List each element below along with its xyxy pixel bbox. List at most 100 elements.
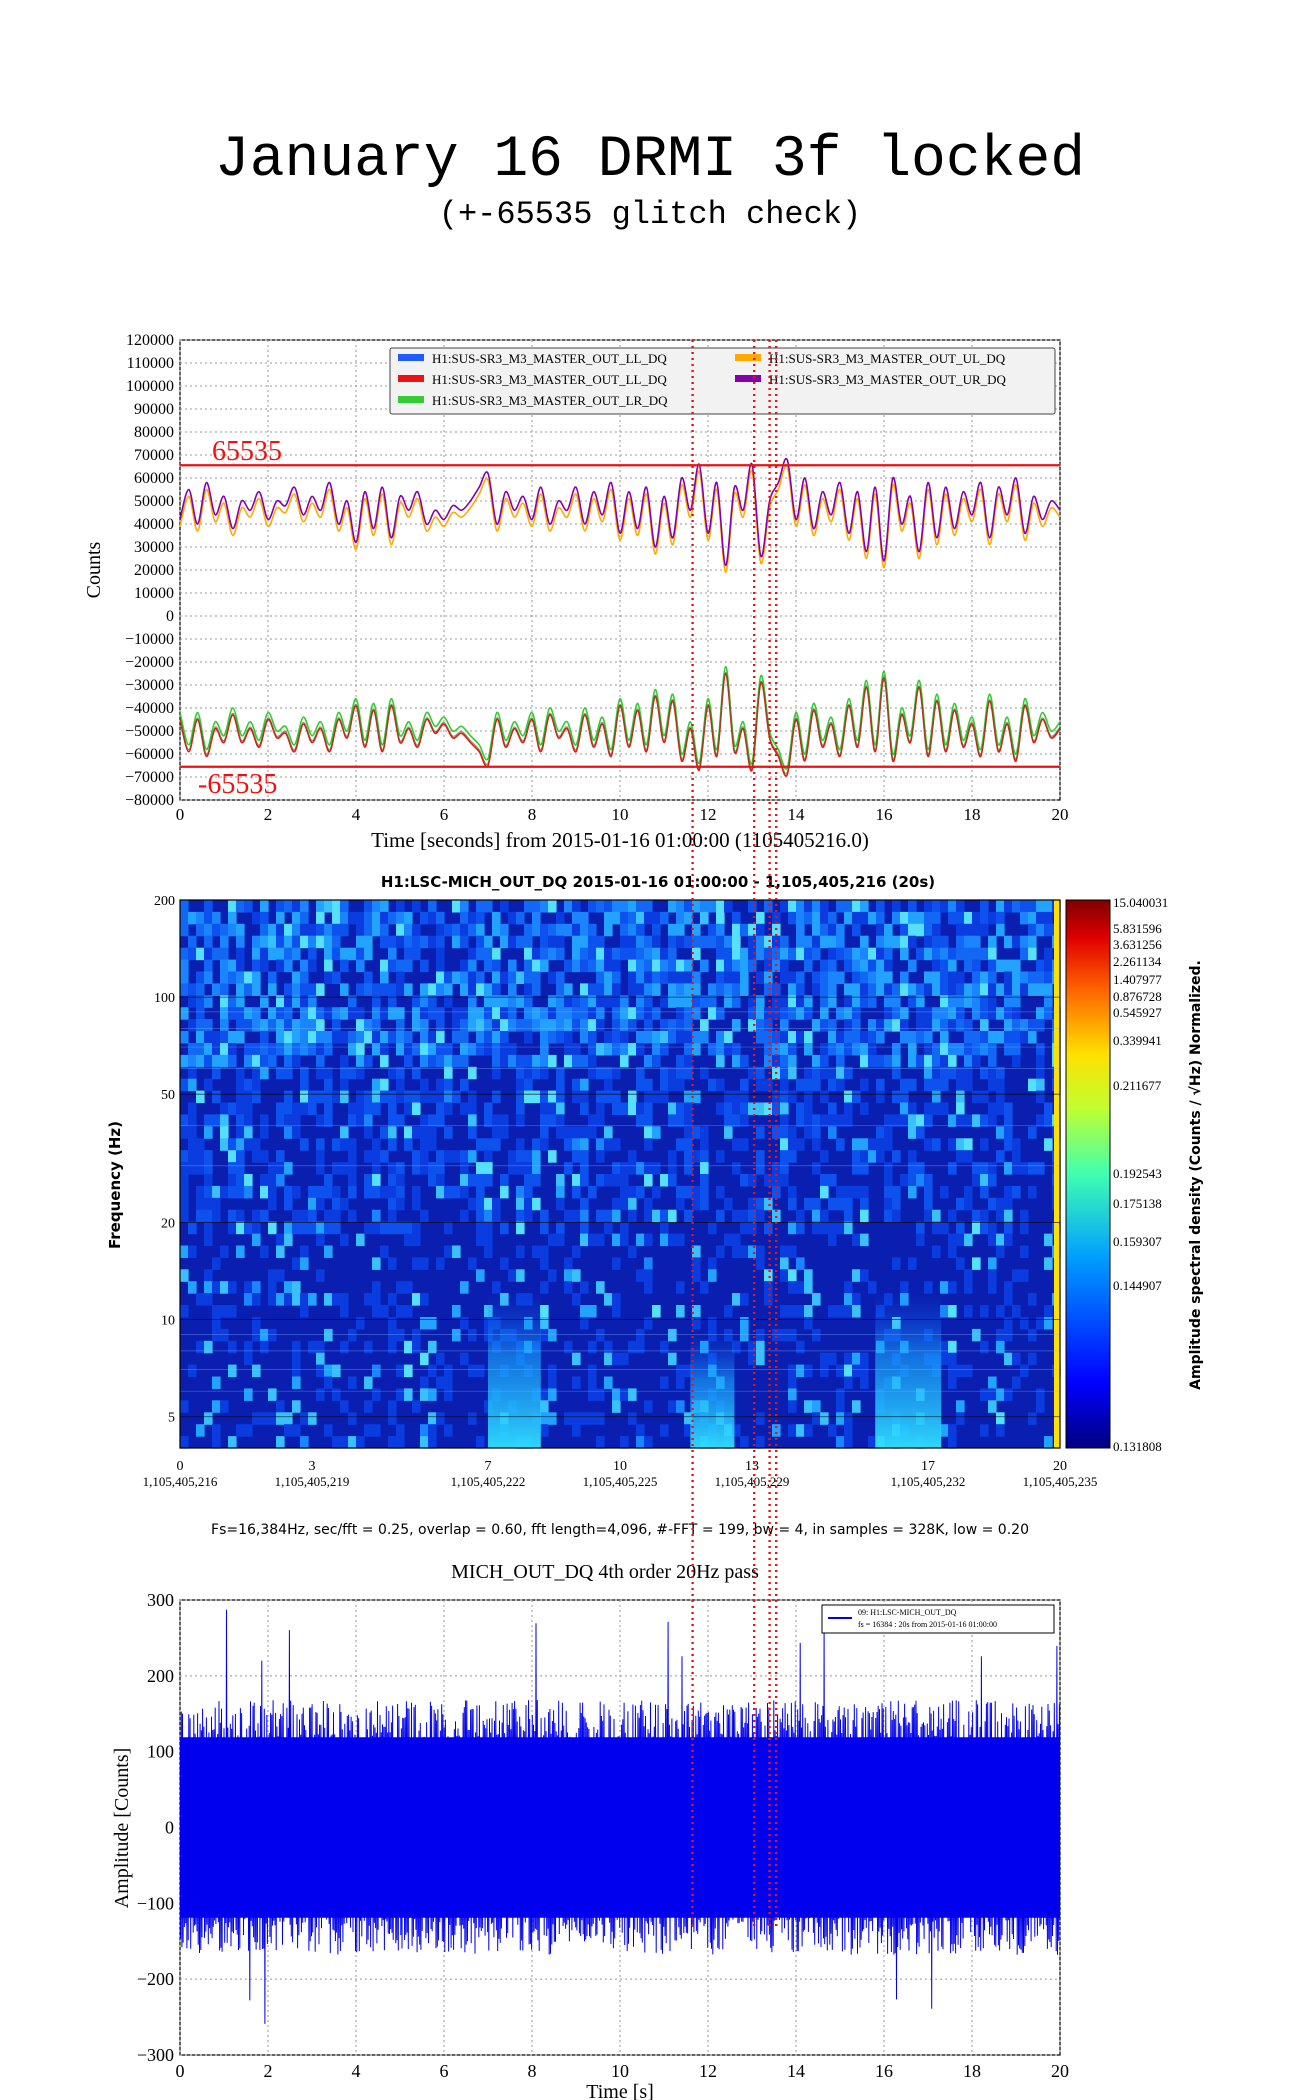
- spectrogram-cell: [348, 1162, 357, 1175]
- spectrogram-cell: [540, 1388, 549, 1401]
- spectrogram-cell: [860, 995, 869, 1008]
- spectrogram-cell: [396, 1364, 405, 1378]
- spectrogram-cell: [596, 1066, 605, 1080]
- spectrogram-cell: [604, 959, 613, 973]
- spectrogram-cell: [788, 1090, 797, 1104]
- spectrogram-cell: [588, 1305, 597, 1318]
- spectrogram-cell: [660, 1340, 669, 1354]
- spectrogram-cell: [1044, 1114, 1053, 1127]
- spectrogram-cell: [556, 1197, 565, 1211]
- spectrogram-cell: [204, 1209, 213, 1223]
- spectrogram-cell: [900, 1114, 909, 1127]
- spectrogram-cell: [868, 1054, 877, 1068]
- page-subtitle: (+-65535 glitch check): [438, 196, 862, 233]
- spectrogram-cell: [740, 1221, 749, 1235]
- spectrogram-cell: [868, 1138, 877, 1151]
- spectrogram-cell: [372, 1019, 381, 1032]
- spectrogram-cell: [868, 971, 877, 984]
- spectrogram-cell: [444, 1424, 453, 1437]
- spectrogram-cell: [860, 971, 869, 984]
- spectrogram-cell: [420, 1317, 429, 1330]
- spectrogram-cell: [380, 1245, 389, 1258]
- spectrogram-cell: [620, 1233, 629, 1247]
- spectrogram-cell: [796, 1102, 805, 1115]
- spectrogram-cell: [596, 1388, 605, 1401]
- spectrogram-cell: [852, 1233, 861, 1247]
- spectrogram-cell: [236, 1424, 245, 1437]
- spectrogram-cell: [852, 1352, 861, 1366]
- spectrogram-cell: [564, 1209, 573, 1223]
- spectrogram-cell: [700, 1197, 709, 1211]
- spectrogram-cell: [636, 983, 645, 996]
- spectrogram-cell: [428, 983, 437, 996]
- spectrogram-cell: [180, 1054, 189, 1068]
- spectrogram-cell: [308, 983, 317, 996]
- spectrogram-cell: [932, 1102, 941, 1115]
- spectrogram-cell: [580, 1078, 589, 1092]
- spectrogram-cell: [716, 947, 725, 961]
- spectrogram-cell: [580, 1054, 589, 1068]
- spectrogram-cell: [1044, 1233, 1053, 1247]
- spectrogram-cell: [684, 983, 693, 996]
- spectrogram-cell: [604, 1126, 613, 1139]
- spectrogram-cell: [412, 1400, 421, 1413]
- spectrogram-cell: [884, 1054, 893, 1068]
- spectrogram-cell: [396, 1305, 405, 1318]
- spectrogram-cell: [588, 1388, 597, 1401]
- spectrogram-cell: [404, 959, 413, 973]
- spectrogram-cell: [892, 1043, 901, 1056]
- spectrogram-cell: [572, 923, 581, 937]
- spectrogram-cell: [916, 911, 925, 925]
- spectrogram-cell: [268, 983, 277, 996]
- spectrogram-cell: [828, 959, 837, 973]
- spectrogram-cell: [724, 959, 733, 973]
- spectrogram-cell: [740, 1209, 749, 1223]
- mich-x-tick-label: 4: [352, 2061, 361, 2081]
- spectrogram-cell: [908, 1257, 917, 1270]
- spectrogram-cell: [580, 1138, 589, 1151]
- mich-x-tick-label: 8: [528, 2061, 537, 2081]
- colorbar-tick-label: 0.545927: [1113, 1005, 1162, 1020]
- spectrogram-cell: [316, 1162, 325, 1175]
- spectrogram-cell: [340, 983, 349, 996]
- spectrogram-cell: [940, 1007, 949, 1020]
- spectrogram-cell: [1036, 1043, 1045, 1056]
- spectrogram-cell: [756, 1102, 765, 1115]
- spectrogram-cell: [388, 1317, 397, 1330]
- spectrogram-cell: [900, 1007, 909, 1020]
- spectrogram-cell: [460, 1352, 469, 1366]
- spectrogram-cell: [388, 995, 397, 1008]
- spectrogram-cell: [468, 1043, 477, 1056]
- spectrogram-cell: [780, 1305, 789, 1318]
- spectrogram-cell: [204, 1412, 213, 1425]
- spectrogram-cell: [644, 900, 653, 913]
- spectrogram-cell: [676, 1138, 685, 1151]
- spectrogram-cell: [500, 995, 509, 1008]
- spectrogram-cell: [1044, 911, 1053, 925]
- spectrogram-cell: [564, 983, 573, 996]
- spectrogram-cell: [372, 1185, 381, 1199]
- spectrogram-cell: [652, 1126, 661, 1139]
- spectrogram-cell: [636, 1043, 645, 1056]
- spectrogram-cell: [644, 1090, 653, 1104]
- counts-x-tick-label: 8: [528, 805, 537, 824]
- spectrogram-cell: [444, 1245, 453, 1258]
- spectrogram-cell: [908, 959, 917, 973]
- spectrogram-cell: [868, 911, 877, 925]
- spectrogram-cell: [532, 1054, 541, 1068]
- spectrogram-cell: [348, 1007, 357, 1020]
- spectrogram-cell: [764, 1197, 773, 1211]
- spectrogram-cell: [292, 1043, 301, 1056]
- spectrogram-cell: [628, 1019, 637, 1032]
- colorbar-tick-label: 0.876728: [1113, 989, 1162, 1004]
- spectrogram-x-tick-label: 3: [309, 1459, 316, 1474]
- spectrogram-cell: [580, 1102, 589, 1115]
- spectrogram-cell: [412, 1185, 421, 1199]
- spectrogram-cell: [228, 923, 237, 937]
- glitch-markers: [691, 340, 778, 1930]
- spectrogram-cell: [652, 959, 661, 973]
- spectrogram-cell: [396, 923, 405, 937]
- spectrogram-cell: [1028, 1352, 1037, 1366]
- spectrogram-cell: [196, 923, 205, 937]
